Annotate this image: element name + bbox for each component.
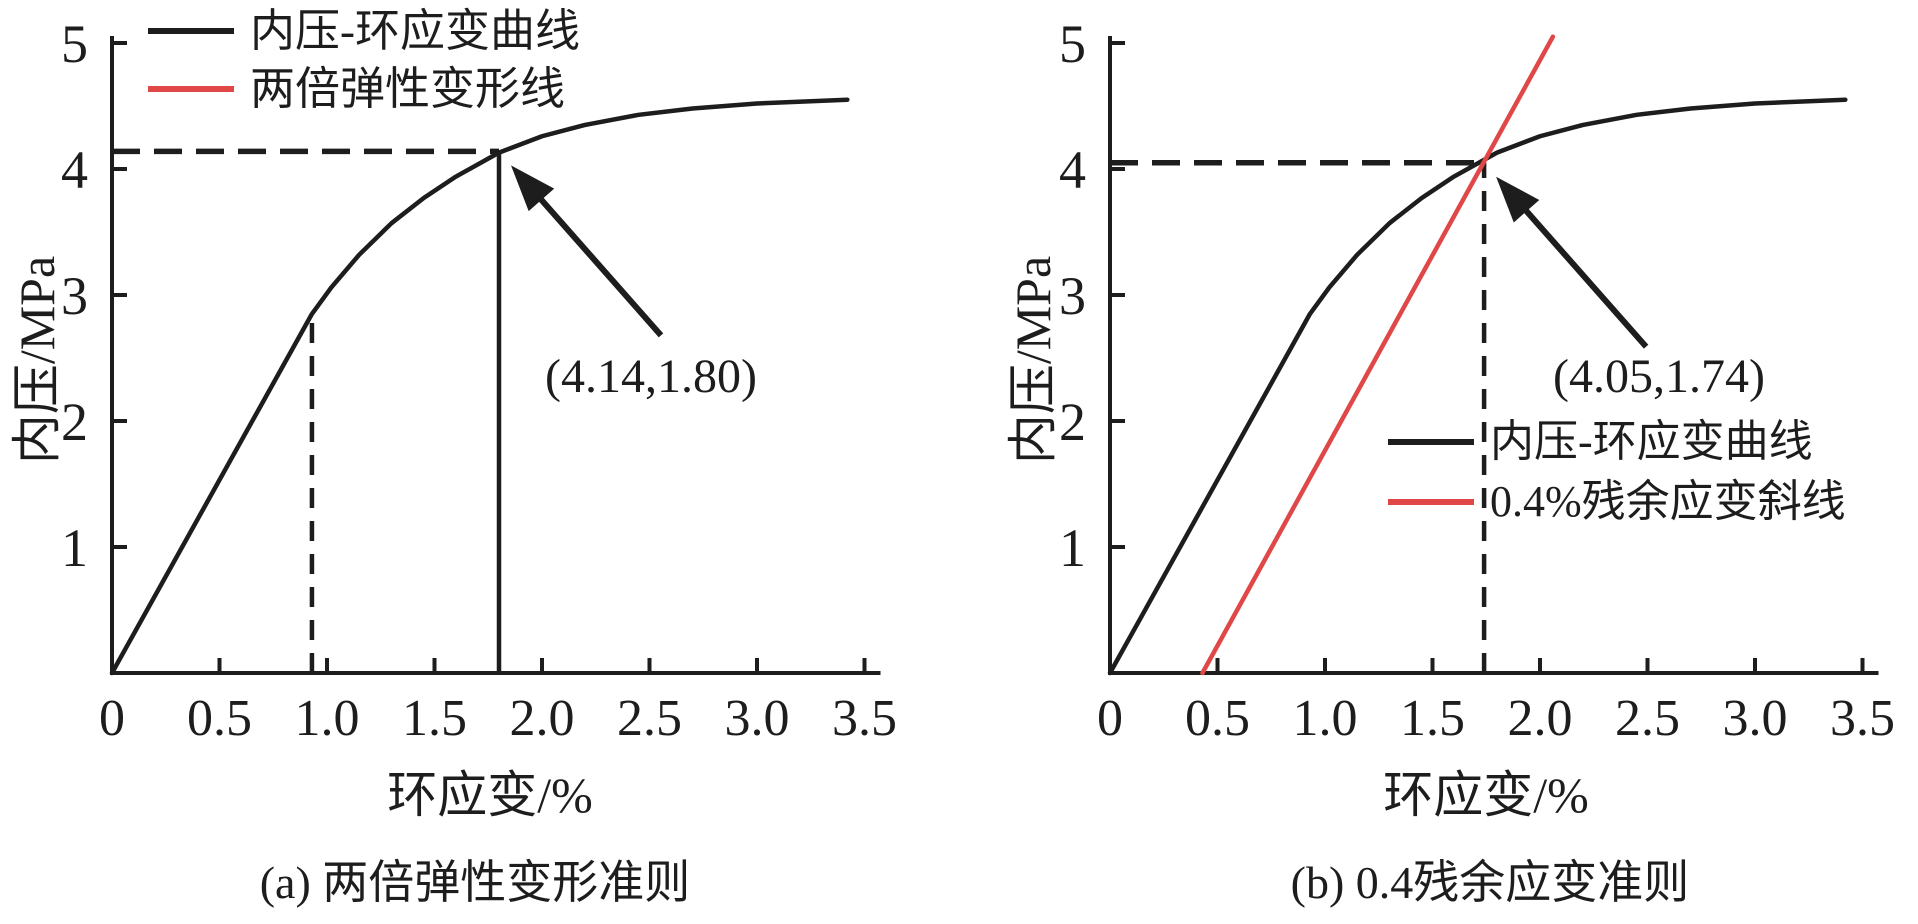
x-tick-label: 2.5 <box>617 690 682 747</box>
x-tick-label: 3.5 <box>832 690 897 747</box>
x-tick-label: 3.5 <box>1830 690 1895 747</box>
x-tick-label: 1.5 <box>402 690 467 747</box>
legend-item-pressure-strain-curve: 内压-环应变曲线 <box>1388 412 1846 472</box>
x-tick-label: 3.0 <box>1723 690 1788 747</box>
annotation-label-a: (4.14,1.80) <box>545 350 757 403</box>
x-axis-label-b: 环应变/% <box>1383 767 1589 823</box>
black-line-swatch-icon <box>148 28 234 34</box>
y-axis-label-a: 内压/MPa <box>9 256 65 464</box>
x-tick-label: 1.0 <box>1293 690 1358 747</box>
red-line-swatch-icon <box>148 86 234 92</box>
legend-label: 0.4%残余应变斜线 <box>1490 477 1846 526</box>
x-tick-label: 0.5 <box>1185 690 1250 747</box>
y-tick-label: 2 <box>1059 392 1086 452</box>
panel-a-plot: 1 2 3 4 5 0 0.5 1.0 1.5 2.0 2.5 3.0 3.5 <box>61 14 897 747</box>
y-tick-label: 5 <box>1059 14 1086 74</box>
y-tick-label: 3 <box>1059 266 1086 326</box>
legend-label: 两倍弹性变形线 <box>250 63 566 114</box>
annotation-arrow-shaft <box>533 191 664 338</box>
axes <box>110 36 881 675</box>
y-tick-label: 1 <box>61 518 88 578</box>
x-tick-label: 1.5 <box>1400 690 1465 747</box>
annotation-arrowhead-icon <box>511 165 555 212</box>
legend-panel-b: 内压-环应变曲线 0.4%残余应变斜线 <box>1388 412 1846 532</box>
annotation-arrow-shaft <box>1518 203 1649 349</box>
legend-label: 内压-环应变曲线 <box>250 5 580 56</box>
y-tick-label: 2 <box>61 392 88 452</box>
series-pressure-strain-curve <box>109 97 850 676</box>
legend-panel-a: 内压-环应变曲线 两倍弹性变形线 <box>148 2 580 118</box>
y-axis-label-b: 内压/MPa <box>1005 256 1061 464</box>
black-line-swatch-icon <box>1388 439 1474 445</box>
legend-item-twice-elastic-line: 两倍弹性变形线 <box>148 60 580 118</box>
x-tick-label: 2.0 <box>1508 690 1573 747</box>
x-tick-label: 2.5 <box>1615 690 1680 747</box>
y-tick-label: 4 <box>1059 140 1086 200</box>
annotation-label-b: (4.05,1.74) <box>1553 350 1765 403</box>
y-tick-label: 4 <box>61 140 88 200</box>
series-criterion-line <box>1200 34 1556 676</box>
caption-panel-b: (b) 0.4残余应变准则 <box>1291 857 1690 908</box>
x-tick-label: 2.0 <box>510 690 575 747</box>
y-tick-label: 3 <box>61 266 88 326</box>
x-tick-label: 0 <box>99 690 125 747</box>
x-tick-label: 1.0 <box>295 690 360 747</box>
x-tick-label: 0 <box>1097 690 1123 747</box>
series-pressure-strain-curve <box>1107 97 1848 676</box>
x-axis-label-a: 环应变/% <box>387 767 593 823</box>
red-line-swatch-icon <box>1388 499 1474 505</box>
legend-item-residual-strain-line: 0.4%残余应变斜线 <box>1388 472 1846 532</box>
caption-panel-a: (a) 两倍弹性变形准则 <box>260 857 691 908</box>
panel-b-plot: 1 2 3 4 5 0 0.5 1.0 1.5 2.0 2.5 3.0 3.5 <box>1059 14 1895 747</box>
legend-label: 内压-环应变曲线 <box>1490 417 1813 466</box>
annotation-arrowhead-icon <box>1496 176 1540 223</box>
y-tick-label: 5 <box>61 14 88 74</box>
x-tick-label: 3.0 <box>725 690 790 747</box>
y-tick-label: 1 <box>1059 518 1086 578</box>
x-tick-label: 0.5 <box>187 690 252 747</box>
legend-item-pressure-strain-curve: 内压-环应变曲线 <box>148 2 580 60</box>
